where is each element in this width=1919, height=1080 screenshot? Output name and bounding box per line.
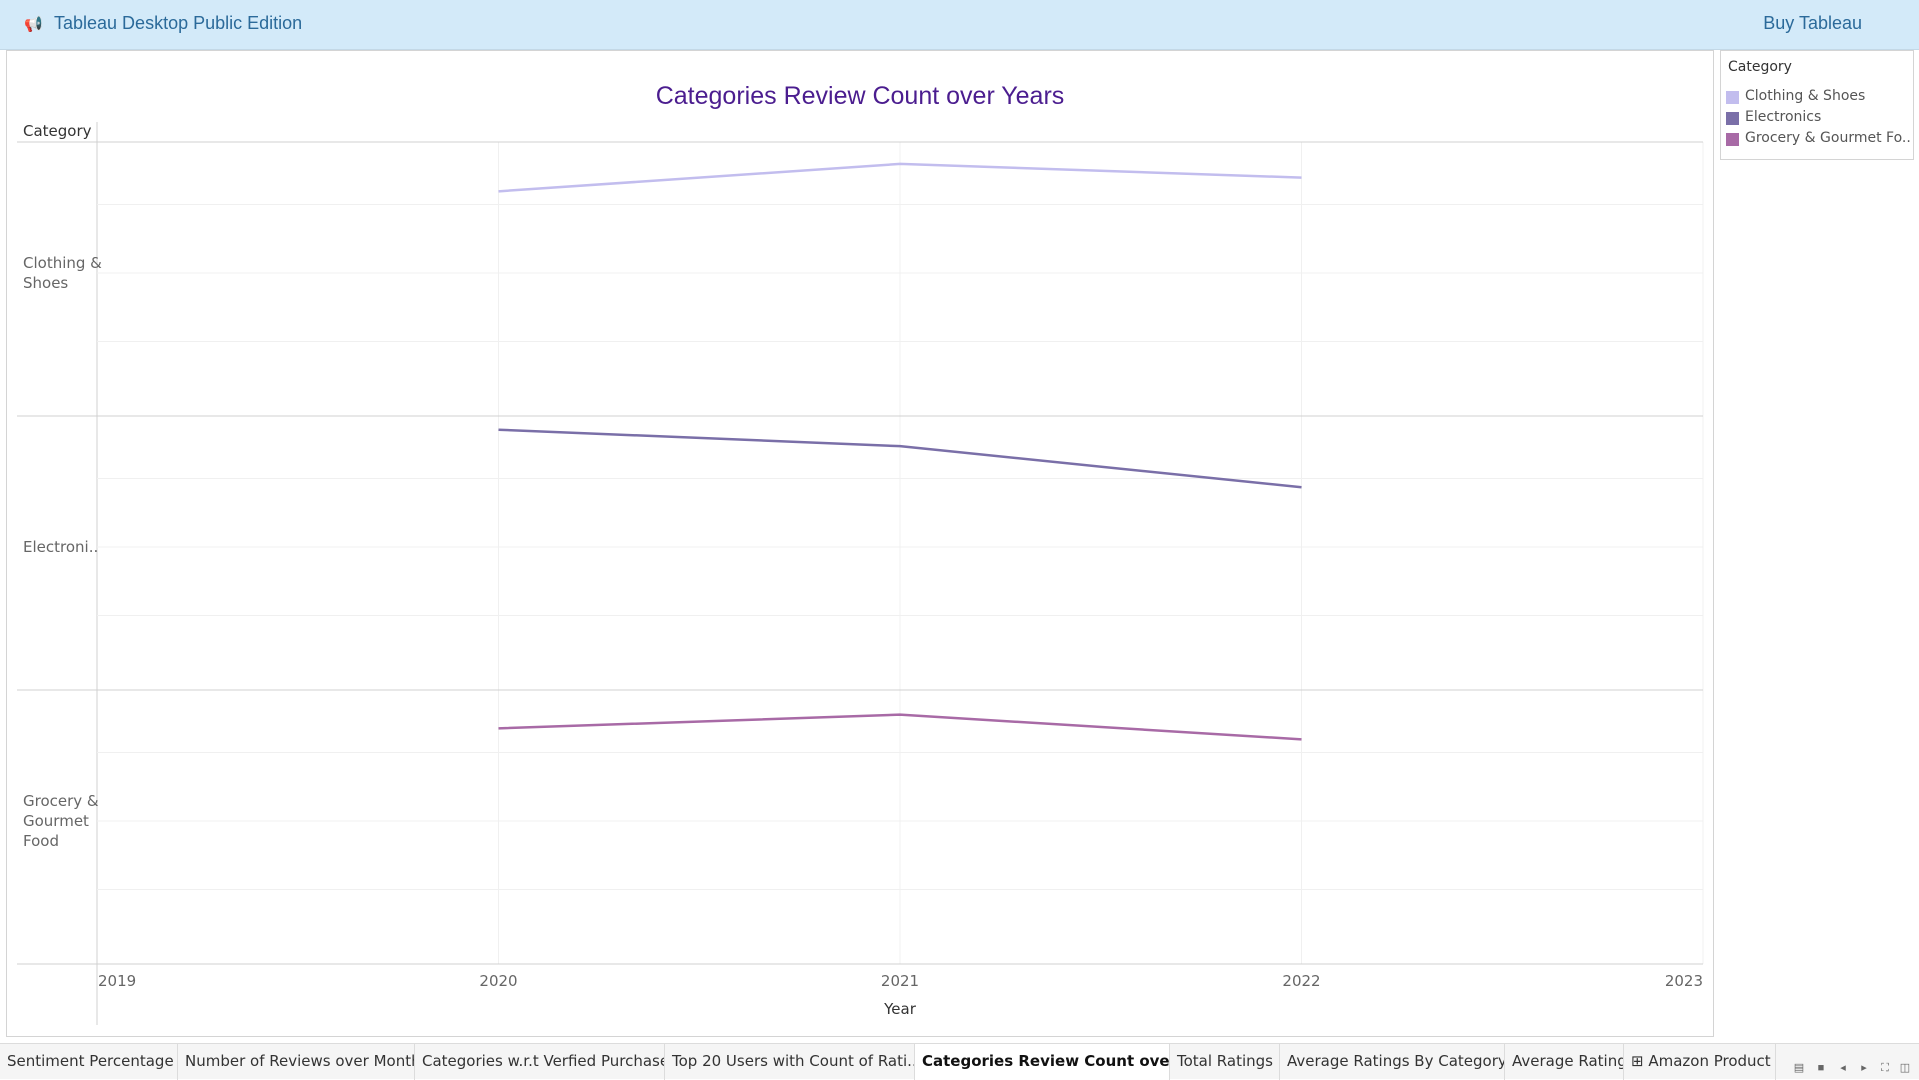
tab-amazon-product[interactable]: ⊞ Amazon Product R	[1624, 1044, 1776, 1080]
tab-categories-verified[interactable]: Categories w.r.t Verfied Purchase	[415, 1044, 665, 1080]
presentation-icon[interactable]: ◫	[1898, 1062, 1912, 1074]
x-tick-label: 2022	[1282, 972, 1320, 990]
next-sheet-icon[interactable]: ▸	[1857, 1062, 1871, 1074]
row-label: Gourmet	[23, 812, 89, 830]
x-tick-label: 2019	[98, 972, 136, 990]
legend-item-clothing[interactable]: Clothing & Shoes	[1726, 87, 1912, 107]
x-tick-label: 2021	[881, 972, 919, 990]
x-tick-label: 2023	[1665, 972, 1703, 990]
row-header: Category	[23, 122, 92, 140]
x-tick-label: 2020	[479, 972, 517, 990]
legend-swatch	[1726, 91, 1739, 104]
buy-tableau-link[interactable]: Buy Tableau	[1763, 13, 1862, 34]
tab-categories-review-count[interactable]: Categories Review Count over ...	[915, 1044, 1170, 1080]
tab-total-ratings[interactable]: Total Ratings	[1170, 1044, 1280, 1080]
legend-item-electronics[interactable]: Electronics	[1726, 108, 1912, 128]
legend: Category Clothing & Shoes Electronics Gr…	[1720, 50, 1914, 160]
legend-title: Category	[1728, 59, 1792, 75]
tab-top-20-users[interactable]: Top 20 Users with Count of Rati...	[665, 1044, 915, 1080]
list-view-icon[interactable]: ▤	[1792, 1062, 1806, 1074]
row-label: Shoes	[23, 274, 68, 292]
legend-label: Clothing & Shoes	[1745, 88, 1865, 104]
row-label: Electroni..	[23, 538, 98, 556]
x-axis-title: Year	[883, 1000, 917, 1018]
legend-item-grocery[interactable]: Grocery & Gourmet Fo..	[1726, 129, 1912, 149]
line-chart: Category Clothing & Shoes Electroni.. Grocer…	[0, 0, 1719, 1040]
row-label: Grocery &	[23, 792, 99, 810]
tab-average-rating[interactable]: Average Rating	[1505, 1044, 1624, 1080]
row-label: Clothing &	[23, 254, 102, 272]
legend-label: Electronics	[1745, 109, 1821, 125]
tab-number-of-reviews[interactable]: Number of Reviews over Month	[178, 1044, 415, 1080]
sheet-tabs: Sentiment Percentage Number of Reviews o…	[0, 1043, 1919, 1079]
tab-average-ratings-by-category[interactable]: Average Ratings By Category	[1280, 1044, 1505, 1080]
tab-sentiment-percentage[interactable]: Sentiment Percentage	[0, 1044, 178, 1080]
legend-label: Grocery & Gourmet Fo..	[1745, 130, 1911, 146]
row-label: Food	[23, 832, 59, 850]
legend-swatch	[1726, 133, 1739, 146]
legend-swatch	[1726, 112, 1739, 125]
prev-sheet-icon[interactable]: ◂	[1836, 1062, 1850, 1074]
grid-view-icon[interactable]: ■	[1814, 1062, 1828, 1074]
fullscreen-icon[interactable]: ⛶	[1878, 1062, 1892, 1074]
